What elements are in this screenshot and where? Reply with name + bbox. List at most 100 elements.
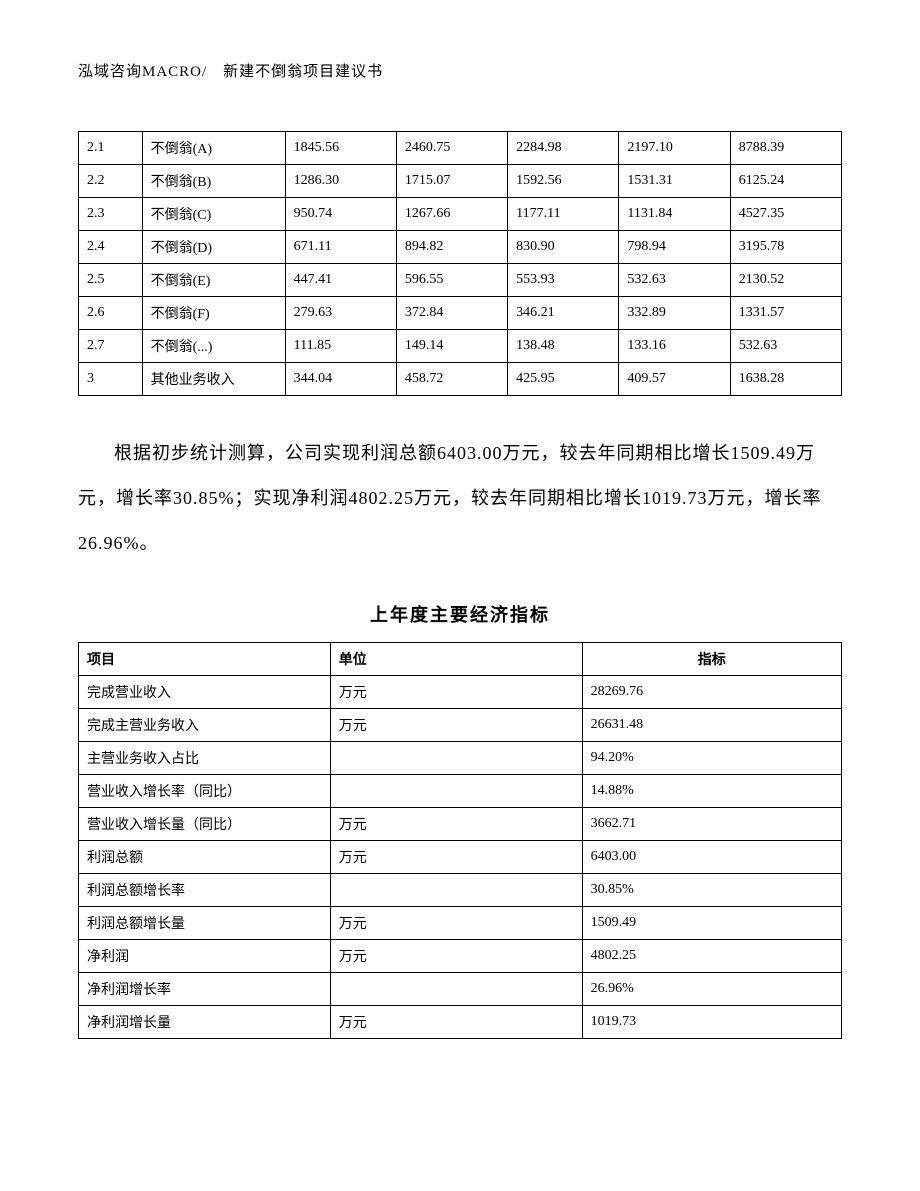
table-row: 营业收入增长率（同比） 14.88% [79, 775, 842, 808]
cell: 2.6 [79, 297, 143, 330]
cell: 894.82 [396, 231, 507, 264]
cell: 营业收入增长量（同比） [79, 808, 331, 841]
cell: 1267.66 [396, 198, 507, 231]
table-row: 主营业务收入占比 94.20% [79, 742, 842, 775]
cell: 万元 [330, 709, 582, 742]
cell: 14.88% [582, 775, 841, 808]
cell: 2130.52 [730, 264, 841, 297]
cell: 1845.56 [285, 132, 396, 165]
cell: 94.20% [582, 742, 841, 775]
cell: 万元 [330, 841, 582, 874]
cell: 2.5 [79, 264, 143, 297]
economic-indicators-table: 项目 单位 指标 完成营业收入 万元 28269.76 完成主营业务收入 万元 … [78, 642, 842, 1039]
cell: 1177.11 [508, 198, 619, 231]
cell: 3 [79, 363, 143, 396]
cell: 1531.31 [619, 165, 730, 198]
table-row: 3 其他业务收入 344.04 458.72 425.95 409.57 163… [79, 363, 842, 396]
cell [330, 742, 582, 775]
cell: 不倒翁(...) [142, 330, 285, 363]
table-row: 2.3 不倒翁(C) 950.74 1267.66 1177.11 1131.8… [79, 198, 842, 231]
table-row: 完成主营业务收入 万元 26631.48 [79, 709, 842, 742]
table-row: 2.2 不倒翁(B) 1286.30 1715.07 1592.56 1531.… [79, 165, 842, 198]
table-row: 营业收入增长量（同比） 万元 3662.71 [79, 808, 842, 841]
cell: 1509.49 [582, 907, 841, 940]
table-header-row: 项目 单位 指标 [79, 643, 842, 676]
cell: 1131.84 [619, 198, 730, 231]
cell: 3662.71 [582, 808, 841, 841]
cell: 4802.25 [582, 940, 841, 973]
cell: 372.84 [396, 297, 507, 330]
table-row: 净利润增长量 万元 1019.73 [79, 1006, 842, 1039]
cell: 409.57 [619, 363, 730, 396]
cell: 不倒翁(F) [142, 297, 285, 330]
cell: 2.4 [79, 231, 143, 264]
cell: 1715.07 [396, 165, 507, 198]
cell: 不倒翁(C) [142, 198, 285, 231]
cell: 553.93 [508, 264, 619, 297]
cell: 利润总额增长量 [79, 907, 331, 940]
summary-paragraph: 根据初步统计测算，公司实现利润总额6403.00万元，较去年同期相比增长1509… [78, 431, 842, 566]
cell: 2.7 [79, 330, 143, 363]
cell [330, 874, 582, 907]
cell: 2284.98 [508, 132, 619, 165]
cell: 447.41 [285, 264, 396, 297]
cell: 332.89 [619, 297, 730, 330]
product-revenue-table: 2.1 不倒翁(A) 1845.56 2460.75 2284.98 2197.… [78, 131, 842, 396]
header-cell: 单位 [330, 643, 582, 676]
cell: 950.74 [285, 198, 396, 231]
cell: 532.63 [730, 330, 841, 363]
cell: 万元 [330, 808, 582, 841]
table-row: 2.1 不倒翁(A) 1845.56 2460.75 2284.98 2197.… [79, 132, 842, 165]
cell: 利润总额 [79, 841, 331, 874]
cell: 1592.56 [508, 165, 619, 198]
table-row: 净利润 万元 4802.25 [79, 940, 842, 973]
section-title: 上年度主要经济指标 [78, 601, 842, 627]
table2-body: 完成营业收入 万元 28269.76 完成主营业务收入 万元 26631.48 … [79, 676, 842, 1039]
cell: 不倒翁(D) [142, 231, 285, 264]
header-cell: 指标 [582, 643, 841, 676]
cell: 1331.57 [730, 297, 841, 330]
cell [330, 973, 582, 1006]
cell: 主营业务收入占比 [79, 742, 331, 775]
cell: 3195.78 [730, 231, 841, 264]
cell: 346.21 [508, 297, 619, 330]
cell: 2460.75 [396, 132, 507, 165]
cell: 26.96% [582, 973, 841, 1006]
cell: 其他业务收入 [142, 363, 285, 396]
cell: 净利润增长率 [79, 973, 331, 1006]
page-header: 泓域咨询MACRO/ 新建不倒翁项目建议书 [78, 60, 842, 81]
table-row: 完成营业收入 万元 28269.76 [79, 676, 842, 709]
cell: 458.72 [396, 363, 507, 396]
cell: 不倒翁(B) [142, 165, 285, 198]
cell: 2197.10 [619, 132, 730, 165]
cell: 111.85 [285, 330, 396, 363]
cell: 不倒翁(A) [142, 132, 285, 165]
cell: 6403.00 [582, 841, 841, 874]
cell: 26631.48 [582, 709, 841, 742]
cell: 149.14 [396, 330, 507, 363]
cell: 279.63 [285, 297, 396, 330]
cell: 133.16 [619, 330, 730, 363]
cell: 4527.35 [730, 198, 841, 231]
cell: 6125.24 [730, 165, 841, 198]
cell: 2.3 [79, 198, 143, 231]
cell: 营业收入增长率（同比） [79, 775, 331, 808]
header-cell: 项目 [79, 643, 331, 676]
cell: 1286.30 [285, 165, 396, 198]
cell: 28269.76 [582, 676, 841, 709]
cell: 万元 [330, 1006, 582, 1039]
cell: 万元 [330, 907, 582, 940]
table-row: 利润总额增长率 30.85% [79, 874, 842, 907]
cell: 净利润增长量 [79, 1006, 331, 1039]
cell: 2.1 [79, 132, 143, 165]
table1-body: 2.1 不倒翁(A) 1845.56 2460.75 2284.98 2197.… [79, 132, 842, 396]
cell: 138.48 [508, 330, 619, 363]
cell: 净利润 [79, 940, 331, 973]
table-row: 利润总额增长量 万元 1509.49 [79, 907, 842, 940]
table-row: 2.7 不倒翁(...) 111.85 149.14 138.48 133.16… [79, 330, 842, 363]
table-row: 净利润增长率 26.96% [79, 973, 842, 1006]
cell: 完成营业收入 [79, 676, 331, 709]
cell: 344.04 [285, 363, 396, 396]
cell: 1638.28 [730, 363, 841, 396]
cell: 万元 [330, 676, 582, 709]
